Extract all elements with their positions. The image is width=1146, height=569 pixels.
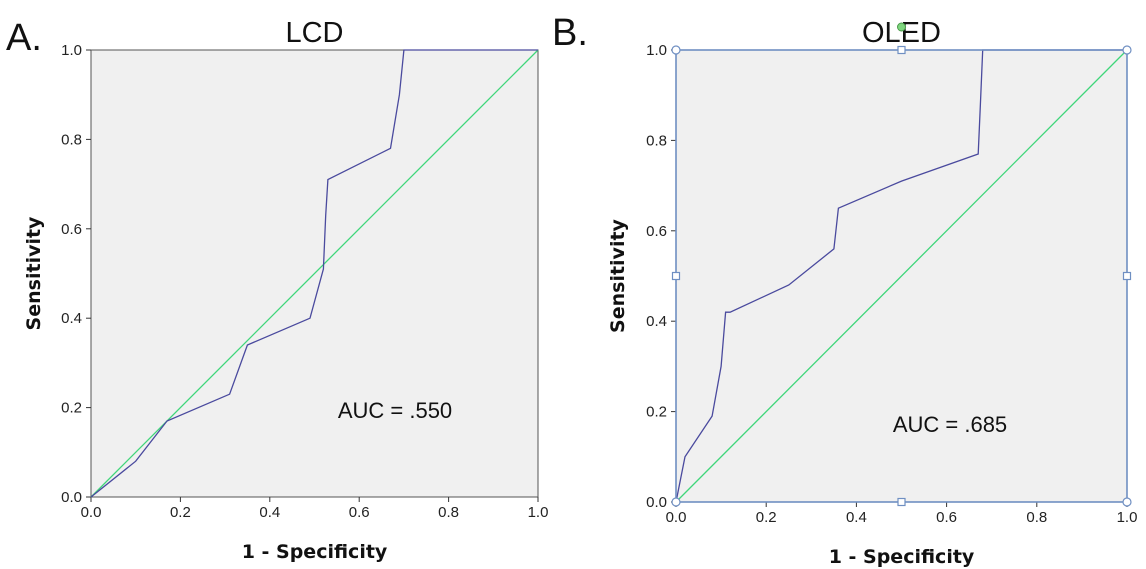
x-tick-label: 0.2 bbox=[170, 504, 191, 521]
x-axis-label: 1 - Specificity bbox=[242, 541, 388, 563]
y-tick-label: 0.4 bbox=[61, 310, 82, 327]
rotate-handle[interactable] bbox=[897, 22, 906, 32]
y-tick-label: 0.0 bbox=[646, 494, 667, 511]
edge-resize-handle[interactable] bbox=[897, 497, 906, 507]
edge-resize-handle[interactable] bbox=[671, 271, 681, 281]
panel-label: A. bbox=[6, 17, 42, 59]
chart-title: LCD bbox=[285, 17, 343, 49]
panel-label: B. bbox=[552, 12, 588, 54]
x-tick-label: 0.4 bbox=[259, 504, 280, 521]
corner-resize-handle[interactable] bbox=[1122, 497, 1132, 507]
x-tick-label: 0.6 bbox=[936, 509, 957, 526]
x-tick-label: 0.0 bbox=[666, 509, 687, 526]
y-tick-label: 0.8 bbox=[646, 132, 667, 149]
y-tick-label: 1.0 bbox=[61, 42, 82, 59]
x-tick-label: 1.0 bbox=[528, 504, 549, 521]
x-tick-label: 0.4 bbox=[846, 509, 867, 526]
y-tick-label: 0.0 bbox=[61, 489, 82, 506]
x-tick-label: 0.0 bbox=[81, 504, 102, 521]
edge-resize-handle[interactable] bbox=[897, 45, 906, 55]
corner-resize-handle[interactable] bbox=[1122, 45, 1132, 55]
y-tick-label: 0.4 bbox=[646, 313, 667, 330]
x-tick-label: 0.2 bbox=[756, 509, 777, 526]
roc-panel-lcd: 0.0 0.2 0.4 0.6 0.8 1.0 0.0 0.2 0.4 0.6 0.8 1.0 LCD A… bbox=[6, 17, 548, 563]
edge-resize-handle[interactable] bbox=[1122, 271, 1132, 281]
roc-panel-oled: 0.0 0.2 0.4 0.6 0.8 1.0 0.0 0.2 0.4 0.6 0.8 1.0 OLED… bbox=[552, 12, 1137, 568]
roc-curve bbox=[675, 49, 1127, 503]
x-tick-label: 0.8 bbox=[438, 504, 459, 521]
y-tick-label: 0.2 bbox=[646, 404, 667, 421]
y-tick-label: 0.6 bbox=[61, 221, 82, 238]
y-tick-label: 0.6 bbox=[646, 223, 667, 240]
y-tick-label: 0.8 bbox=[61, 131, 82, 148]
auc-annotation: AUC = .550 bbox=[338, 398, 452, 423]
x-tick-label: 1.0 bbox=[1117, 509, 1138, 526]
y-tick-label: 1.0 bbox=[646, 42, 667, 59]
roc-curve bbox=[90, 49, 538, 498]
y-tick-label: 0.2 bbox=[61, 400, 82, 417]
x-axis-label: 1 - Specificity bbox=[829, 546, 975, 568]
corner-resize-handle[interactable] bbox=[671, 497, 681, 507]
reference-line bbox=[675, 49, 1128, 503]
chart-title: OLED bbox=[862, 17, 941, 49]
auc-annotation: AUC = .685 bbox=[893, 412, 1007, 437]
corner-resize-handle[interactable] bbox=[671, 45, 681, 55]
x-tick-label: 0.6 bbox=[349, 504, 370, 521]
x-tick-label: 0.8 bbox=[1026, 509, 1047, 526]
y-axis-label: Sensitivity bbox=[23, 216, 45, 330]
y-axis-label: Sensitivity bbox=[607, 218, 629, 332]
